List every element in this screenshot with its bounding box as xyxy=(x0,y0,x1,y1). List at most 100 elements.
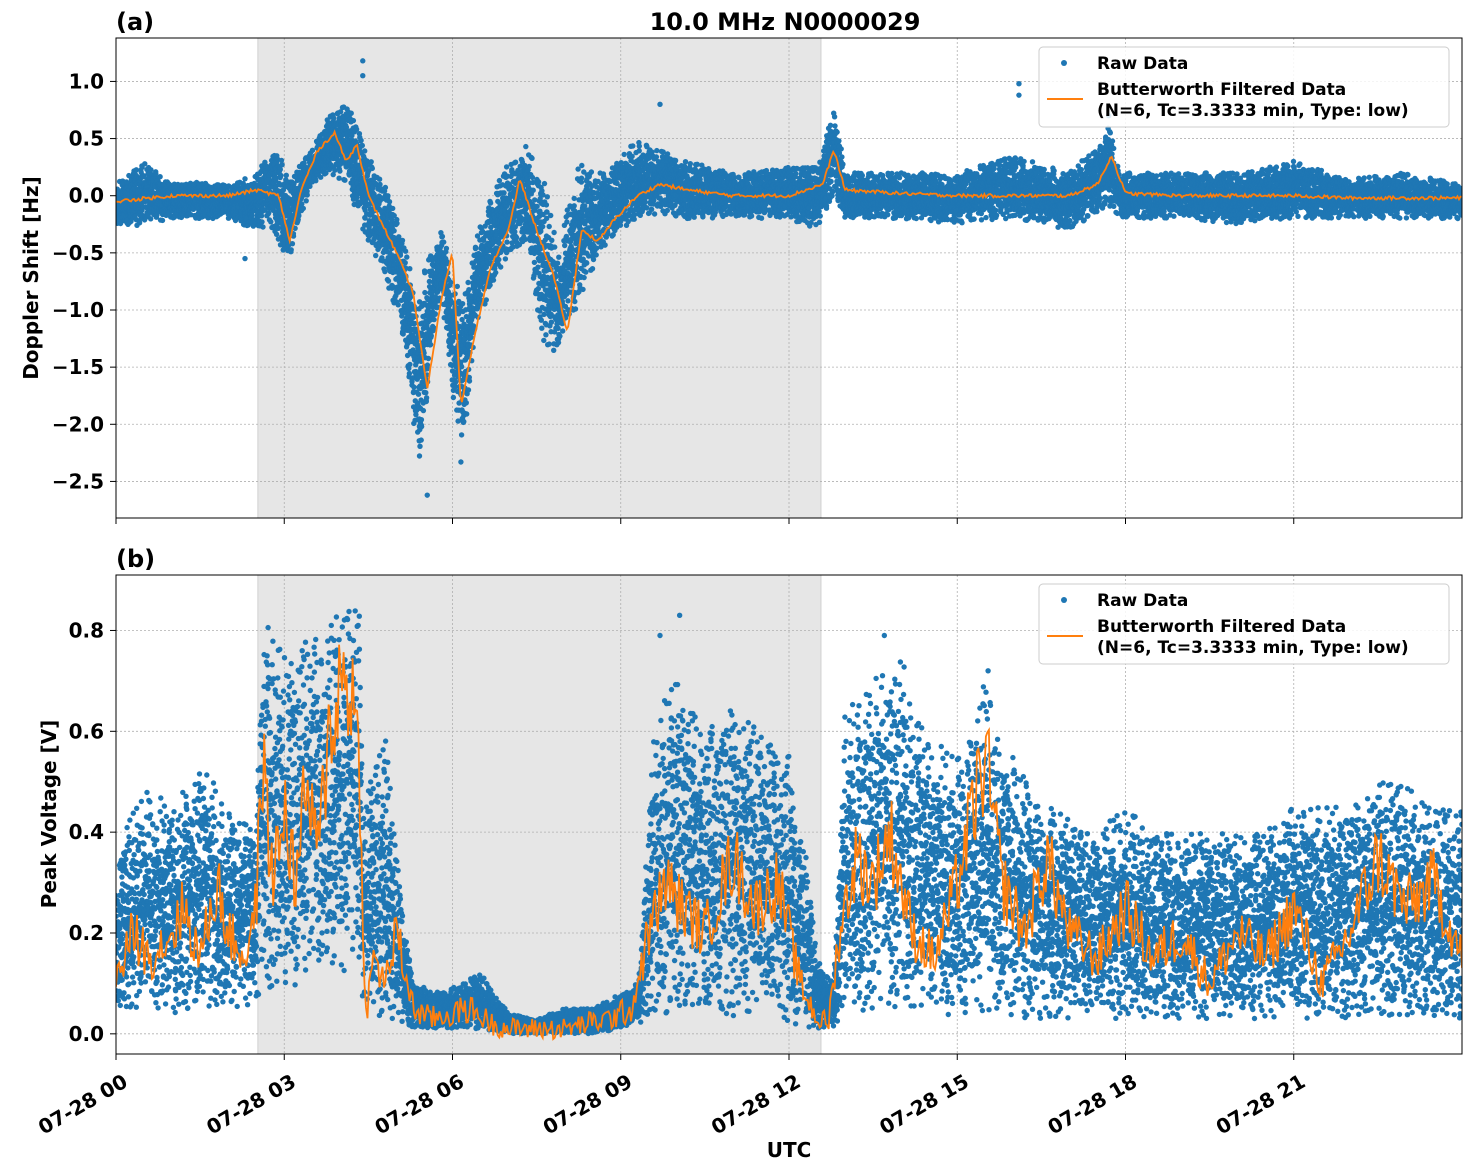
panel-a-raw-point xyxy=(543,202,550,208)
panel-a-raw-point xyxy=(368,159,374,165)
panel-a-raw-point xyxy=(538,228,544,234)
panel-a-raw-point xyxy=(483,297,489,303)
panel-a-raw-point xyxy=(425,355,432,362)
panel-a-raw-point xyxy=(157,174,163,180)
panel-a-raw-point xyxy=(402,248,409,254)
panel-a-raw-point xyxy=(541,180,548,187)
panel-a-raw-point xyxy=(377,181,383,188)
panel-a-raw-point xyxy=(273,175,279,181)
panel-a-raw-point xyxy=(300,205,306,212)
panel-a-raw-point xyxy=(530,187,536,193)
panel-a-raw-point xyxy=(441,239,447,245)
panel-a-raw-point xyxy=(279,162,285,168)
panel-a-raw-point xyxy=(513,234,520,241)
panel-a-raw-point xyxy=(260,224,266,230)
panel-a-raw-point xyxy=(385,193,391,199)
panel-a-raw-point xyxy=(580,286,586,293)
panel-a-raw-point xyxy=(503,164,510,170)
panel-a-raw-point xyxy=(560,328,566,334)
panel-a-raw-point xyxy=(512,159,519,165)
panel-a-raw-point xyxy=(544,194,550,200)
panel-a-raw-point xyxy=(572,298,578,305)
panel-a-raw-point xyxy=(556,254,562,260)
panel-a-raw-point xyxy=(454,283,460,290)
panel-a-raw-point xyxy=(278,172,284,179)
panel-a-raw-point xyxy=(391,228,397,234)
panel-a-raw-point xyxy=(540,223,546,230)
panel-a-raw-point xyxy=(337,168,343,174)
panel-a-raw-point xyxy=(418,437,424,443)
panel-a-raw-point xyxy=(583,269,589,275)
panel-a-raw-point xyxy=(431,316,437,323)
panel-a-raw-point xyxy=(548,212,554,219)
panel-a-raw-point xyxy=(249,212,255,218)
panel-a-raw-point xyxy=(386,199,393,205)
panel-a-raw-point xyxy=(526,163,532,170)
panel-a-raw-point xyxy=(541,337,547,344)
panel-a-raw-point xyxy=(443,245,450,252)
panel-a-raw-point xyxy=(348,110,354,116)
panel-a-raw-point xyxy=(283,172,289,178)
panel-a-raw-point xyxy=(427,341,434,348)
panel-a-raw-point xyxy=(468,334,474,340)
panel-a-raw-point xyxy=(358,137,364,144)
panel-a-raw-point xyxy=(407,361,413,368)
panel-a-raw-point xyxy=(464,411,470,417)
panel-a-raw-point xyxy=(404,254,410,260)
panel-a-raw-point xyxy=(466,378,473,384)
panel-a-raw-point xyxy=(275,225,282,231)
panel-a-raw-point xyxy=(571,203,577,209)
panel-a-raw-point xyxy=(420,407,427,414)
panel-a-raw-point xyxy=(303,198,309,204)
panel-a-raw-point xyxy=(589,266,596,272)
panel-a-raw-point xyxy=(465,387,472,393)
panel-a-raw-point xyxy=(159,217,166,224)
panel-a-raw-point xyxy=(259,219,265,225)
panel-a-raw-point xyxy=(142,161,148,167)
panel-a-raw-point xyxy=(548,319,555,325)
panel-a-raw-point xyxy=(461,418,467,425)
panel-a-raw-point xyxy=(406,370,413,377)
panel-a-raw-point xyxy=(417,443,423,449)
panel-a-raw-point xyxy=(136,220,143,226)
panel-a-raw-point xyxy=(423,398,429,405)
panel-a-raw-point xyxy=(602,242,608,248)
panel-a-raw-point xyxy=(539,325,545,331)
panel-a-raw-point xyxy=(535,264,541,270)
panel-a-raw-point xyxy=(477,292,484,298)
panel-a-raw-point xyxy=(402,260,408,266)
panel-a-raw-point xyxy=(546,341,552,347)
panel-a-raw-point xyxy=(501,190,507,196)
panel-a-raw-point xyxy=(565,298,571,304)
panel-a-raw-point xyxy=(336,175,342,181)
panel-a-raw-point xyxy=(390,205,396,212)
panel-a-raw-point xyxy=(552,244,558,250)
panel-a-raw-point xyxy=(268,219,274,225)
panel-a-raw-point xyxy=(504,239,510,245)
panel-a-raw-point xyxy=(331,115,337,121)
panel-a-label: (a) xyxy=(116,8,154,36)
panel-a-raw-point xyxy=(415,391,422,397)
panel-a-raw-point xyxy=(532,197,538,203)
panel-a-raw-point xyxy=(133,167,139,173)
panel-a-raw-point xyxy=(458,364,465,370)
panel-a-raw-point xyxy=(432,311,438,317)
panel-a-raw-point xyxy=(148,167,154,173)
panel-a-raw-point xyxy=(266,210,272,216)
panel-a-raw-point xyxy=(554,260,561,266)
panel-a-raw-point xyxy=(472,245,479,252)
panel-a-raw-point xyxy=(564,219,570,225)
panel-a-raw-point xyxy=(288,249,294,255)
panel-a-raw-point xyxy=(416,453,423,459)
panel-a-raw-point xyxy=(450,394,457,401)
panel-a-raw-point xyxy=(572,306,579,312)
panel-a-raw-point xyxy=(529,155,535,161)
panel-a-raw-point xyxy=(418,423,425,430)
panel-a-raw-point xyxy=(313,178,319,184)
panel-a-raw-point xyxy=(571,195,577,202)
panel-a-raw-point xyxy=(551,347,557,353)
panel-a-raw-point xyxy=(453,379,459,385)
panel-a-raw-point xyxy=(407,266,413,272)
panel-a-raw-point xyxy=(359,142,365,149)
panel-a-raw-point xyxy=(382,184,389,191)
